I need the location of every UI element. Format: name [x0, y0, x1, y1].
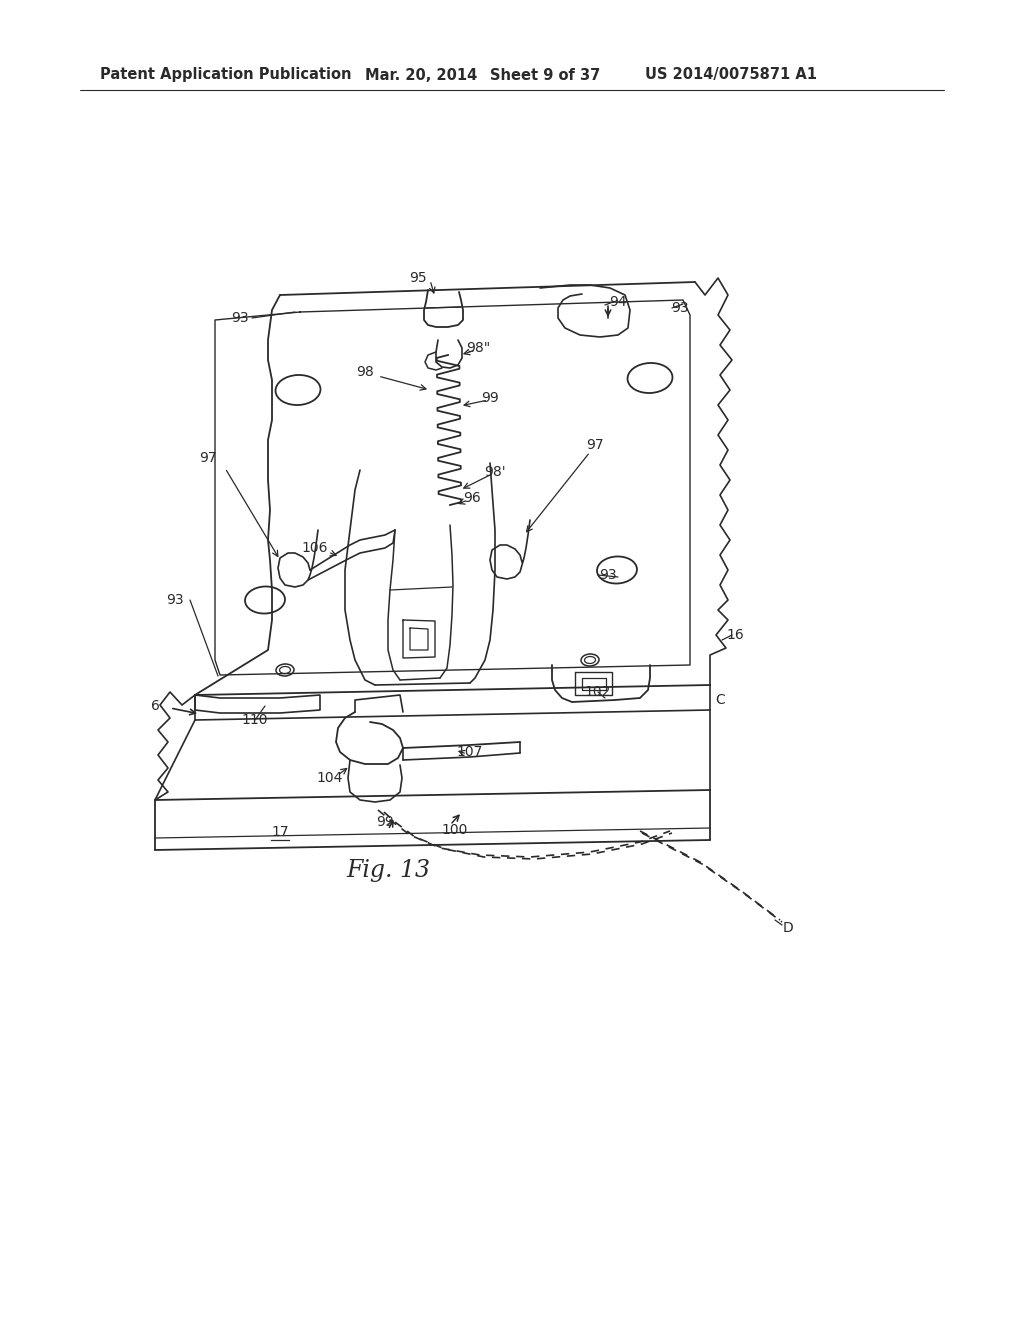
Text: D: D	[782, 921, 794, 935]
Text: 107: 107	[457, 744, 483, 759]
Text: 110: 110	[242, 713, 268, 727]
Text: 93: 93	[231, 312, 249, 325]
Text: 102: 102	[585, 685, 611, 700]
Text: Sheet 9 of 37: Sheet 9 of 37	[490, 67, 600, 82]
Text: Patent Application Publication: Patent Application Publication	[100, 67, 351, 82]
Text: 97: 97	[586, 438, 604, 451]
Text: 95: 95	[410, 271, 427, 285]
Text: 100: 100	[441, 822, 468, 837]
Text: Mar. 20, 2014: Mar. 20, 2014	[365, 67, 477, 82]
Text: 104: 104	[316, 771, 343, 785]
Text: 96: 96	[463, 491, 481, 506]
Text: 93: 93	[599, 568, 616, 582]
Text: 16: 16	[726, 628, 743, 642]
Text: 99: 99	[481, 391, 499, 405]
Text: 99: 99	[376, 814, 394, 829]
Text: 98': 98'	[484, 465, 506, 479]
Text: C: C	[715, 693, 725, 708]
Text: 98": 98"	[466, 341, 490, 355]
Text: 17: 17	[271, 825, 289, 840]
Text: US 2014/0075871 A1: US 2014/0075871 A1	[645, 67, 817, 82]
Text: 93: 93	[166, 593, 184, 607]
Text: 97: 97	[200, 451, 217, 465]
Text: 94: 94	[609, 294, 627, 309]
Text: 93: 93	[671, 301, 689, 315]
Text: Fig. 13: Fig. 13	[346, 858, 430, 882]
Text: 106: 106	[302, 541, 329, 554]
Text: 6: 6	[151, 700, 160, 713]
Text: 98: 98	[356, 366, 374, 379]
